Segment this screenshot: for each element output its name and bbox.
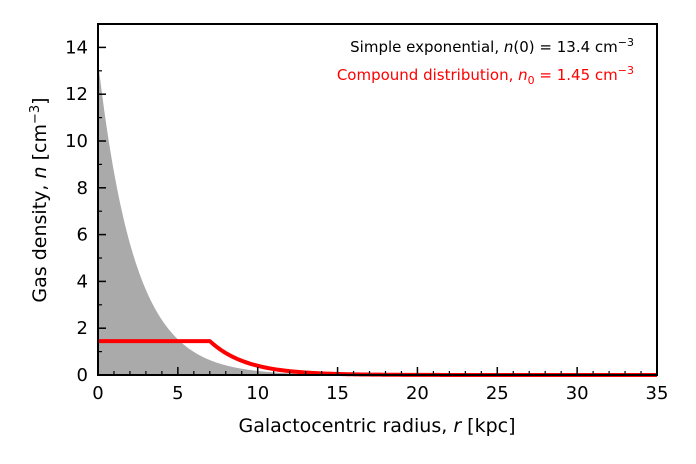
y-axis-label-suffix: [cm (29, 124, 51, 166)
x-tick-label: 30 (566, 383, 589, 404)
legend-simple-sup: −3 (618, 36, 634, 49)
fill-layer (98, 61, 657, 375)
x-tick-label: 25 (486, 383, 509, 404)
y-axis-label-var: n (29, 166, 51, 178)
y-tick-label: 4 (77, 271, 88, 292)
y-tick-label: 10 (65, 131, 88, 152)
x-axis-label-prefix: Galactocentric radius, (238, 415, 453, 437)
legend-compound-mid: = 1.45 cm (535, 66, 618, 84)
y-axis-label-prefix: Gas density, (29, 179, 51, 303)
x-tick-label: 15 (326, 383, 349, 404)
plot-frame (97, 23, 658, 376)
y-tick-label: 2 (77, 318, 88, 339)
legend-entry-compound-distribution: Compound distribution, n0 = 1.45 cm−3 (337, 64, 634, 87)
legend-compound-sup: −3 (618, 64, 634, 77)
legend-simple-mid: (0) = 13.4 cm (513, 38, 617, 56)
legend-simple-prefix: Simple exponential, (350, 38, 504, 56)
x-axis-label: Galactocentric radius, r [kpc] (238, 415, 515, 437)
y-tick-label: 0 (77, 365, 88, 386)
legend-entry-simple-exponential: Simple exponential, n(0) = 13.4 cm−3 (350, 36, 634, 56)
y-tick-label: 8 (77, 178, 88, 199)
legend-compound-var: n (518, 66, 528, 84)
x-tick-label: 5 (172, 383, 183, 404)
y-axis-label-end: ] (29, 97, 51, 104)
y-tick-label: 6 (77, 225, 88, 246)
x-tick-label: 10 (246, 383, 269, 404)
legend-simple-var: n (504, 38, 514, 56)
legend-compound-prefix: Compound distribution, (337, 66, 518, 84)
x-axis-label-var: r (453, 415, 462, 437)
x-axis-label-suffix: [kpc] (461, 415, 515, 437)
y-axis-label-sup: −3 (28, 105, 43, 124)
y-axis-label: Gas density, n [cm−3] (28, 97, 51, 302)
y-tick-label: 12 (65, 84, 88, 105)
y-tick-label: 14 (65, 37, 88, 58)
legend-compound-sub: 0 (528, 74, 535, 87)
x-tick-label: 20 (406, 383, 429, 404)
x-tick-label: 0 (92, 383, 103, 404)
x-tick-label: 35 (646, 383, 669, 404)
series-simple-exponential-area (98, 61, 657, 375)
